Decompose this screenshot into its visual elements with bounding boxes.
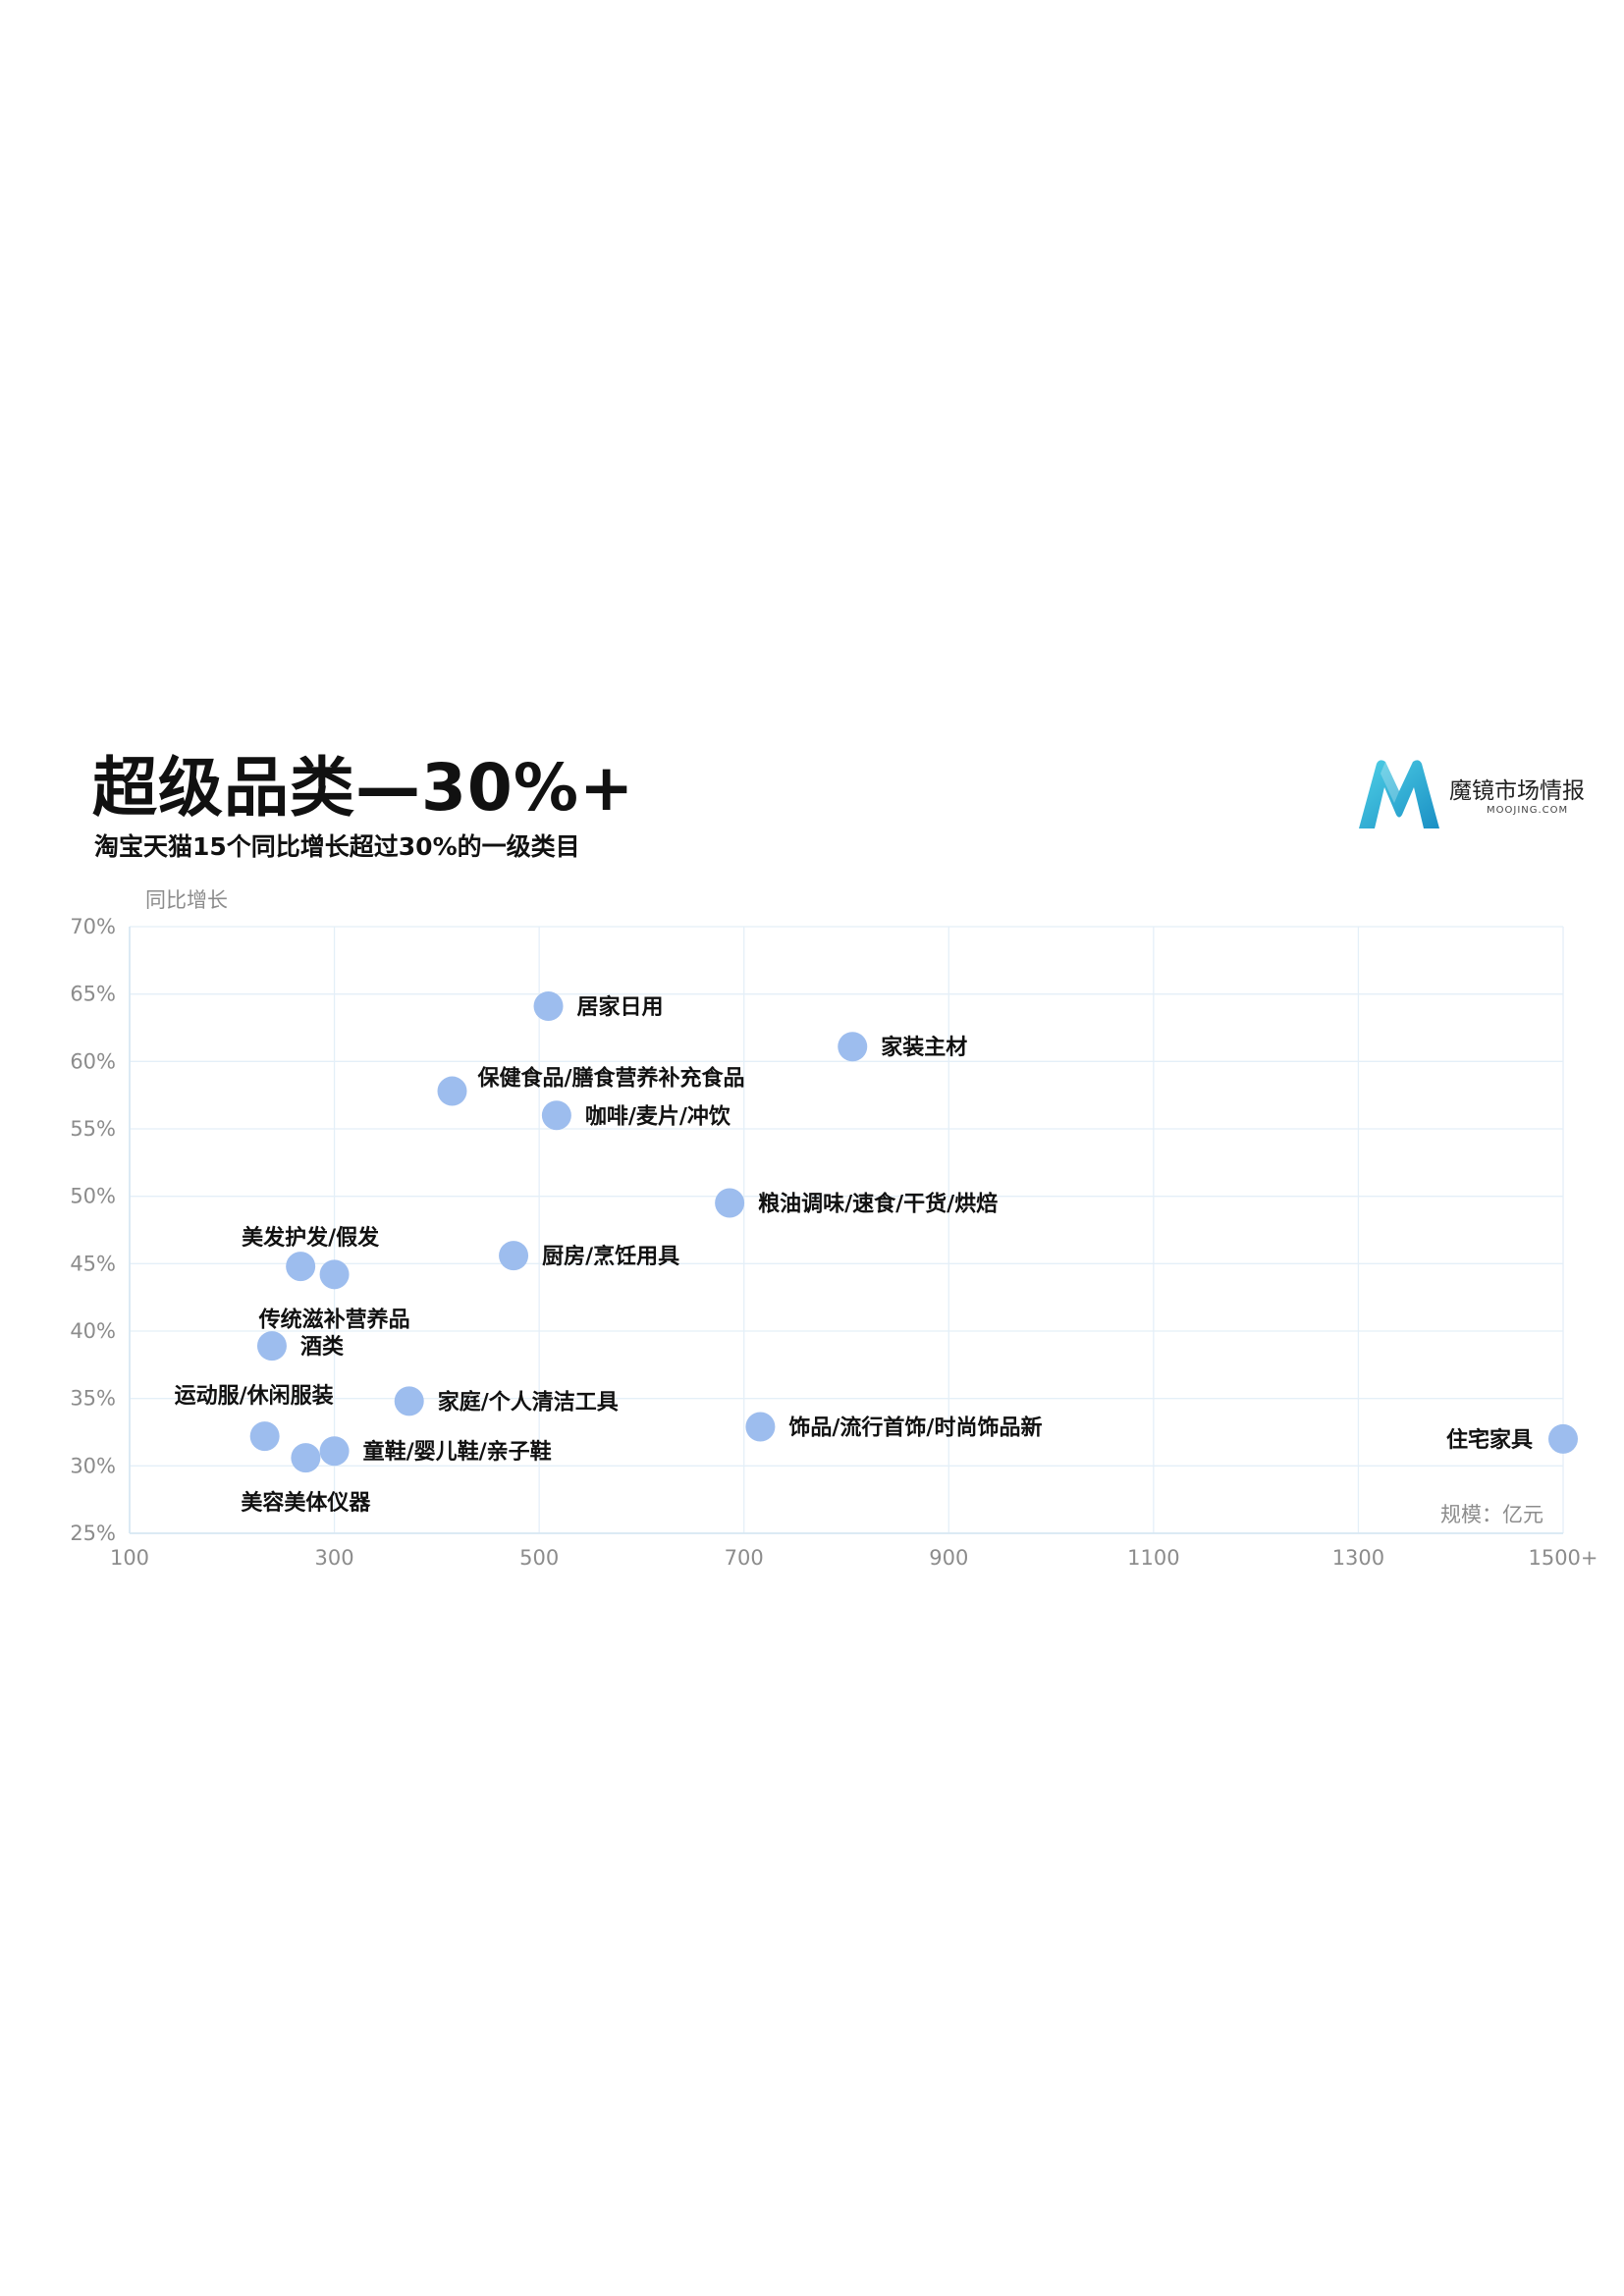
scatter-point	[291, 1443, 321, 1473]
point-label: 运动服/休闲服装	[175, 1384, 334, 1409]
scatter-point	[319, 1259, 350, 1290]
point-label: 酒类	[300, 1335, 345, 1360]
point-layer	[249, 991, 1578, 1473]
x-tick-label: 1100	[1127, 1546, 1179, 1570]
point-label: 美发护发/假发	[242, 1225, 380, 1251]
scatter-point	[1548, 1423, 1578, 1454]
page-subtitle: 淘宝天猫15个同比增长超过30%的一级类目	[94, 832, 580, 861]
brand-logo: 魔镜市场情报 MOOJING.COM	[1355, 758, 1600, 832]
x-tick-label: 1500+	[1528, 1546, 1597, 1570]
point-label: 传统滋补营养品	[258, 1307, 410, 1332]
x-tick-label: 900	[929, 1546, 968, 1570]
scatter-point	[286, 1252, 316, 1282]
y-tick-label: 40%	[70, 1319, 116, 1343]
y-tick-label: 35%	[70, 1387, 116, 1411]
point-label: 饰品/流行首饰/时尚饰品新	[788, 1415, 1042, 1441]
scatter-point	[249, 1421, 280, 1452]
tick-layer: 25% 30% 35% 40% 45% 50% 55% 60% 65% 70% 100 300 500 7…	[70, 915, 1597, 1570]
label-layer: 居家日用家装主材保健食品/膳食营养补充食品咖啡/麦片/冲饮粮油调味/速食/干货/…	[175, 994, 1533, 1516]
y-tick-label: 25%	[70, 1522, 116, 1545]
brand-logo-domain: MOOJING.COM	[1487, 805, 1569, 816]
point-label: 美容美体仪器	[241, 1490, 371, 1516]
y-tick-label: 30%	[70, 1454, 116, 1477]
page-title: 超级品类—30%+	[92, 750, 635, 826]
x-tick-label: 1300	[1332, 1546, 1384, 1570]
x-tick-label: 300	[315, 1546, 354, 1570]
point-label: 家庭/个人清洁工具	[438, 1389, 619, 1415]
x-tick-label: 700	[725, 1546, 764, 1570]
scatter-point	[256, 1331, 287, 1362]
scatter-point	[499, 1241, 529, 1271]
point-label: 保健食品/膳食营养补充食品	[477, 1066, 745, 1092]
point-label: 住宅家具	[1446, 1427, 1533, 1453]
point-label: 厨房/烹饪用具	[542, 1244, 679, 1269]
scatter-point	[541, 1100, 571, 1131]
scatter-point	[319, 1436, 350, 1467]
brand-logo-icon	[1359, 760, 1439, 828]
y-tick-label: 55%	[70, 1117, 116, 1141]
point-label: 童鞋/婴儿鞋/亲子鞋	[363, 1439, 552, 1465]
scatter-point	[533, 991, 564, 1022]
scatter-point	[394, 1386, 424, 1416]
y-axis-label: 同比增长	[145, 888, 228, 912]
y-tick-label: 70%	[70, 915, 116, 938]
scatter-point	[437, 1076, 467, 1106]
x-tick-label: 100	[110, 1546, 149, 1570]
scatter-point	[838, 1032, 868, 1062]
grid-layer	[129, 926, 1564, 1534]
scatter-point	[715, 1188, 745, 1218]
point-label: 居家日用	[577, 994, 664, 1020]
x-axis-label: 规模：亿元	[1440, 1503, 1543, 1526]
point-label: 咖啡/麦片/冲饮	[585, 1103, 731, 1129]
point-label: 家装主材	[881, 1035, 967, 1060]
brand-logo-name: 魔镜市场情报	[1449, 778, 1585, 804]
y-tick-label: 65%	[70, 983, 116, 1006]
y-tick-label: 45%	[70, 1252, 116, 1275]
x-tick-label: 500	[519, 1546, 559, 1570]
y-tick-label: 50%	[70, 1185, 116, 1208]
scatter-point	[745, 1412, 776, 1442]
y-tick-label: 60%	[70, 1049, 116, 1073]
point-label: 粮油调味/速食/干货/烘焙	[758, 1192, 998, 1217]
